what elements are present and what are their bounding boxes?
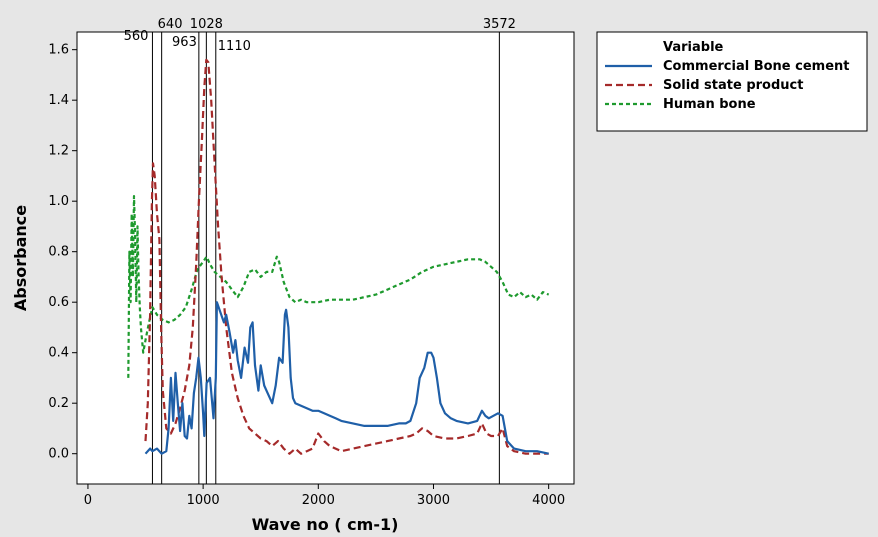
y-tick-label: 0.4 <box>48 346 69 361</box>
plot-frame <box>76 31 575 485</box>
peak-label-1110: 1110 <box>218 39 251 54</box>
peak-label-640: 640 <box>158 17 183 32</box>
peak-label-560: 560 <box>124 29 149 44</box>
y-tick-label: 1.2 <box>48 144 69 159</box>
y-tick-label: 1.6 <box>48 43 69 58</box>
peak-label-3572: 3572 <box>483 17 516 32</box>
y-tick-label: 1.4 <box>48 93 69 108</box>
legend-label-human-bone: Human bone <box>663 97 756 112</box>
legend-box <box>596 31 868 132</box>
reference-lines: 560 640 963 1028 1110 3572 <box>124 17 516 484</box>
legend-label-commercial-bone-cement: Commercial Bone cement <box>663 59 850 74</box>
x-tick-label: 4000 <box>532 493 565 508</box>
x-tick-label: 2000 <box>302 493 335 508</box>
plot-area <box>77 32 574 484</box>
series-line-commercial-bone-cement <box>144 301 549 455</box>
series-line-human-bone <box>127 195 550 378</box>
x-tick-label: 1000 <box>187 493 220 508</box>
legend-entries: Commercial Bone cement Solid state produc… <box>605 59 850 112</box>
y-tick-label: 1.0 <box>48 194 69 209</box>
x-tick-label: 3000 <box>417 493 450 508</box>
x-axis-title: Wave no ( cm-1) <box>252 515 399 534</box>
y-axis-title: Absorbance <box>11 205 30 311</box>
legend-label-solid-state-product: Solid state product <box>663 78 803 93</box>
y-tick-label: 0.0 <box>48 447 69 462</box>
peak-label-1028: 1028 <box>190 17 223 32</box>
series-line-solid-state-product <box>144 58 549 455</box>
series-layer <box>127 58 550 455</box>
y-tick-label: 0.8 <box>48 245 69 260</box>
x-tick-label: 0 <box>84 493 92 508</box>
legend-title: Variable <box>663 40 724 55</box>
legend: Variable Commercial Bone cement Solid sta… <box>596 31 868 132</box>
x-axis: 0 1000 2000 3000 4000 <box>84 484 565 508</box>
y-tick-label: 0.6 <box>48 295 69 310</box>
peak-label-963: 963 <box>172 35 197 50</box>
y-tick-label: 0.2 <box>48 396 69 411</box>
y-axis: 0.0 0.2 0.4 0.6 0.8 1.0 1.2 1.4 1.6 <box>48 43 77 462</box>
